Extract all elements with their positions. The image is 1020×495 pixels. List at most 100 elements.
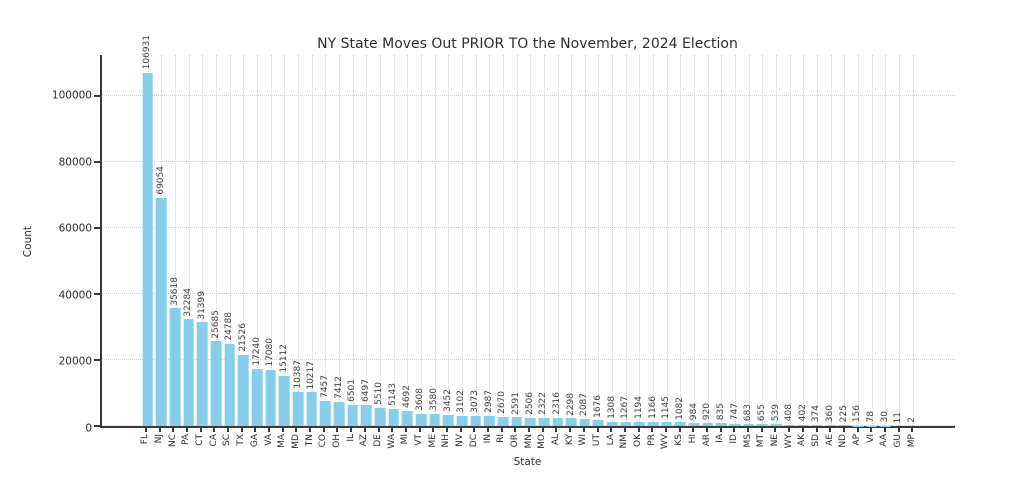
x-tick-label: RI	[496, 434, 507, 443]
x-tick-label: WI	[578, 434, 589, 446]
x-tick: NJ	[153, 428, 167, 449]
x-tick: AA	[878, 428, 892, 449]
bar-slot: 106931	[141, 35, 155, 426]
x-tick-label: IN	[482, 434, 493, 444]
bar-slot: 10387	[291, 55, 305, 426]
x-tick: TX	[235, 428, 249, 449]
x-tick-mark	[664, 428, 667, 432]
x-tick-mark	[363, 428, 366, 432]
x-tick: FL	[139, 428, 153, 449]
x-tick-mark	[377, 428, 380, 432]
x-tick-label: MD	[290, 434, 301, 449]
bar-slot: 2322	[537, 55, 551, 426]
bar-slot: 24788	[223, 55, 237, 426]
y-axis: 0 20000 40000 60000 80000 100000	[0, 55, 92, 433]
bar-slot: 17240	[250, 55, 264, 426]
bar	[538, 418, 550, 426]
x-tick-mark	[500, 428, 503, 432]
bar-slot: 25685	[209, 55, 223, 426]
x-tick-mark	[473, 428, 476, 432]
x-tick-mark	[692, 428, 695, 432]
y-tick-label: 40000	[58, 288, 92, 301]
x-tick-mark	[487, 428, 490, 432]
x-tick-label: WV	[660, 434, 671, 450]
x-tick: TN	[303, 428, 317, 449]
x-tick-mark	[788, 428, 791, 432]
x-tick-label: ID	[728, 434, 739, 444]
bar-slot: 2087	[578, 55, 592, 426]
x-tick-label: MO	[537, 434, 548, 449]
x-tick-label: IA	[715, 434, 726, 443]
bar	[142, 72, 154, 426]
x-tick-label: CO	[318, 434, 329, 448]
bar-slot: 374	[810, 55, 824, 426]
x-tick-mark	[829, 428, 832, 432]
x-tick-label: DC	[468, 434, 479, 448]
x-tick: MI	[399, 428, 413, 449]
x-tick-label: WY	[783, 434, 794, 449]
bar	[729, 423, 741, 426]
bar	[156, 197, 167, 426]
x-tick: VT	[413, 428, 427, 449]
x-tick-mark	[268, 428, 271, 432]
bar-slot: 15112	[278, 55, 292, 426]
x-tick: RI	[495, 428, 509, 449]
bar	[620, 421, 632, 426]
x-tick-mark	[199, 428, 202, 432]
x-tick-mark	[514, 428, 517, 432]
x-tick: PA	[180, 428, 194, 449]
bar	[320, 401, 331, 426]
bar-slot: 2298	[564, 55, 578, 426]
bar	[333, 401, 345, 426]
bar	[784, 424, 795, 426]
x-tick-label: VT	[414, 434, 425, 446]
bar	[279, 376, 290, 426]
bar	[811, 424, 823, 426]
x-tick-label: UT	[592, 434, 603, 447]
x-tick-label: CT	[195, 434, 206, 446]
x-tick-mark	[459, 428, 462, 432]
x-tick: GU	[892, 428, 906, 449]
bar	[593, 420, 604, 426]
x-tick-mark	[322, 428, 325, 432]
x-tick: ME	[426, 428, 440, 449]
x-tick-mark	[404, 428, 407, 432]
bar	[197, 322, 208, 426]
x-tick: NE	[769, 428, 783, 449]
h-gridline	[102, 292, 955, 294]
bar	[483, 416, 495, 426]
y-tick-label: 0	[85, 421, 92, 434]
bar-slot: 3452	[441, 55, 455, 426]
y-tick-mark	[94, 94, 100, 97]
x-tick: HI	[687, 428, 701, 449]
bar	[292, 391, 304, 426]
x-tick-label: AP	[852, 434, 863, 446]
y-tick-label: 60000	[58, 222, 92, 235]
y-tick-mark	[94, 358, 100, 361]
x-tick: NM	[618, 428, 632, 449]
bar	[374, 407, 386, 426]
x-tick: IN	[481, 428, 495, 449]
x-ticks: FL NJ NC PA CT CA SC TX GA VA MA MD TN CO OH IL AZ DE WA MI…	[139, 428, 919, 449]
x-tick-mark	[391, 428, 394, 432]
x-tick-mark	[336, 428, 339, 432]
x-tick-label: MS	[742, 434, 753, 448]
x-tick-label: DE	[373, 434, 384, 447]
x-tick-mark	[911, 428, 914, 432]
x-tick-mark	[295, 428, 298, 432]
bar-slot: 30	[878, 55, 892, 426]
x-tick-mark	[801, 428, 804, 432]
y-tick-label: 80000	[58, 155, 92, 168]
bar-slot: 1308	[605, 55, 619, 426]
x-tick-label: MA	[277, 434, 288, 448]
x-tick-label: AZ	[359, 434, 370, 447]
x-tick-label: OR	[509, 434, 520, 448]
bar-slot: 1082	[674, 55, 688, 426]
plot-area: 106931 69054 35618 32284 31399 25685 24788 2152…	[94, 35, 955, 428]
bar	[716, 423, 727, 426]
bar-slot: 3073	[469, 55, 483, 426]
bar-slot: 5510	[373, 55, 387, 426]
bar-slot: 5143	[387, 55, 401, 426]
x-tick-label: NM	[619, 434, 630, 449]
x-tick-label: ND	[838, 434, 849, 448]
